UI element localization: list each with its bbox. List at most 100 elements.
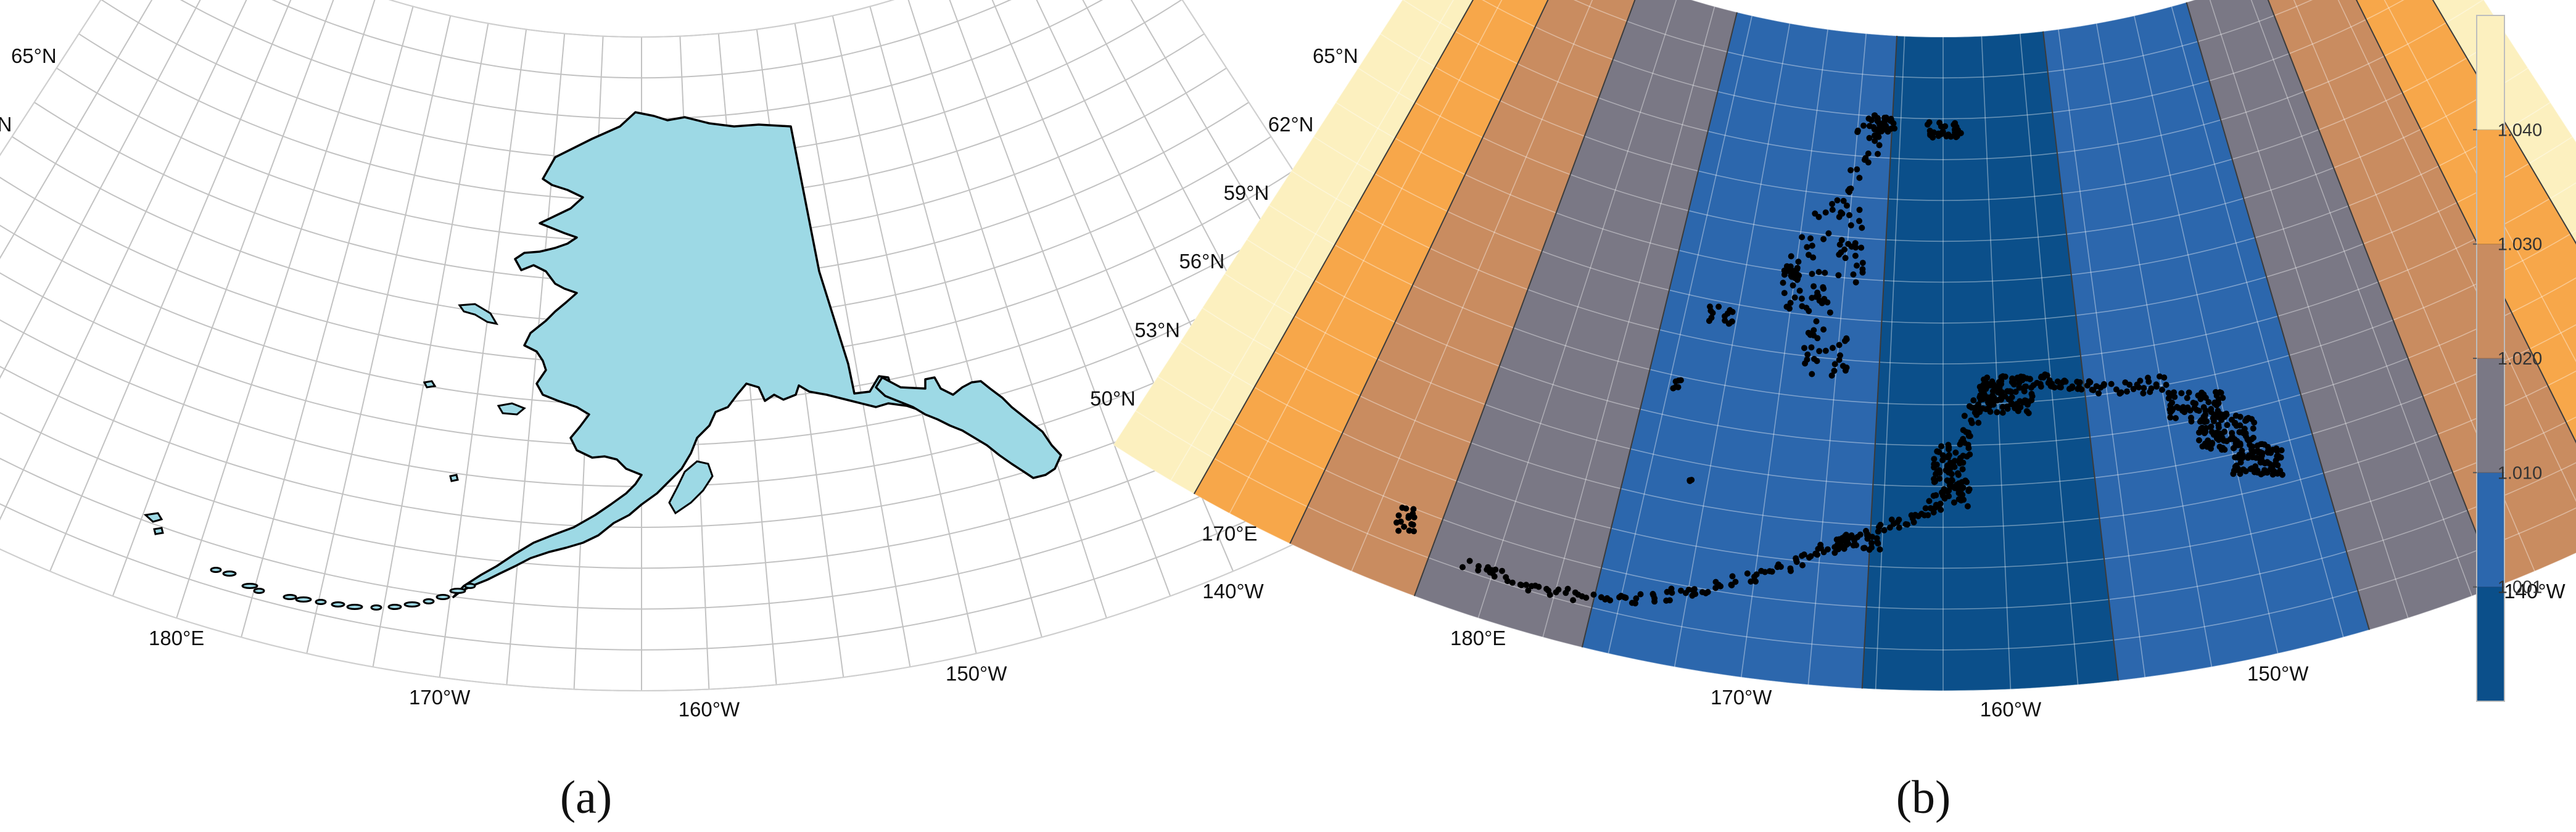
data-point <box>1814 551 1821 558</box>
data-point <box>1798 295 1805 302</box>
data-point <box>2208 423 2215 430</box>
parallel-line <box>1380 33 2506 201</box>
data-point <box>2248 447 2255 454</box>
band-boundary <box>2258 0 2498 587</box>
color-band <box>1194 0 1571 544</box>
data-point <box>1820 326 1827 333</box>
data-point <box>1842 337 1848 344</box>
data-point <box>1706 318 1712 324</box>
data-point <box>1852 279 1859 286</box>
near-island <box>153 527 164 535</box>
data-point <box>1813 294 1820 300</box>
data-point <box>1845 535 1852 542</box>
data-point <box>1790 282 1796 289</box>
panel-b-points <box>1393 112 2285 607</box>
colorbar: 1.001 1.010 1.020 1.030 1.040 <box>2473 15 2542 702</box>
colorbar-tick-label: 1.040 <box>2498 120 2543 140</box>
data-point <box>1861 545 1868 551</box>
data-point <box>1876 142 1883 149</box>
data-point <box>1678 587 1684 594</box>
data-point <box>1936 468 1942 475</box>
data-point <box>1814 335 1821 342</box>
data-point <box>1957 460 1963 467</box>
data-point <box>1926 498 1933 505</box>
band-boundary <box>2383 0 2576 481</box>
band-boundary <box>1193 0 1516 495</box>
meridian-line <box>2315 0 2576 544</box>
data-point <box>1967 451 1973 458</box>
data-point <box>1856 207 1863 213</box>
data-point <box>1883 123 1889 130</box>
parallel-line <box>1402 0 2484 160</box>
data-point <box>1955 490 1962 496</box>
data-point <box>1525 587 1532 594</box>
aleutian-islet <box>403 601 421 608</box>
data-point <box>1930 134 1936 141</box>
data-point <box>2223 438 2230 445</box>
parallel-line <box>1290 170 2576 365</box>
data-point <box>1987 408 1994 415</box>
attu-island <box>143 512 163 523</box>
data-point <box>1856 218 1862 224</box>
data-point <box>1807 235 1814 242</box>
data-point <box>2187 407 2194 414</box>
data-point <box>1854 262 1860 269</box>
data-point <box>2025 399 2032 406</box>
data-point <box>2136 384 2142 390</box>
data-point <box>1925 512 1931 519</box>
data-point <box>1943 133 1950 139</box>
data-point <box>2259 441 2266 448</box>
data-point <box>1868 540 1875 546</box>
data-point <box>1748 578 1754 585</box>
data-point <box>1780 279 1786 286</box>
data-point <box>2240 430 2247 437</box>
data-point <box>1622 595 1629 601</box>
data-point <box>1850 271 1857 278</box>
data-point <box>1801 551 1807 558</box>
data-point <box>2140 390 2147 397</box>
data-point <box>2015 408 2021 414</box>
parallel-line <box>1447 0 2440 79</box>
data-point <box>2188 418 2195 425</box>
data-point <box>1938 443 1945 450</box>
data-point <box>1787 565 1794 572</box>
data-point <box>2211 411 2218 418</box>
meridian-line <box>1477 0 1678 619</box>
data-point <box>1954 133 1960 139</box>
data-point <box>1732 579 1739 585</box>
data-point <box>1964 503 1971 509</box>
colorbar-tick-label: 1.001 <box>2498 578 2543 598</box>
data-point <box>1854 127 1861 134</box>
panel-b-map: 50°N53°N56°N59°N62°N65°N68°N71°N170°E180… <box>1090 0 2576 823</box>
parallel-line <box>388 0 895 38</box>
aleutian-islet <box>331 601 345 608</box>
data-point <box>1994 397 2000 404</box>
data-point <box>1692 591 1699 598</box>
data-point <box>1789 268 1796 274</box>
data-point <box>1729 573 1736 580</box>
data-point <box>1475 567 1482 574</box>
data-point <box>1936 476 1943 482</box>
aleutian-islet <box>436 594 450 600</box>
data-point <box>2203 425 2210 431</box>
data-point <box>1825 230 1832 237</box>
data-point <box>2229 430 2235 437</box>
data-point <box>1699 589 1706 596</box>
data-point <box>1939 129 1946 136</box>
data-point <box>1922 505 1929 512</box>
data-point <box>1944 477 1951 484</box>
data-point <box>2196 437 2202 443</box>
data-point <box>1722 313 1728 319</box>
data-point <box>1971 409 1978 416</box>
data-point <box>1872 138 1878 144</box>
data-point <box>1959 466 1966 472</box>
kodiak-island <box>668 460 714 515</box>
data-point <box>1814 358 1820 365</box>
meridian-line <box>2058 29 2146 678</box>
latitude-label: 62°N <box>0 113 12 136</box>
data-point <box>1999 373 2006 380</box>
data-point <box>1838 209 1844 216</box>
data-point <box>1563 590 1569 596</box>
data-point <box>1902 521 1909 527</box>
data-point <box>1830 345 1836 352</box>
